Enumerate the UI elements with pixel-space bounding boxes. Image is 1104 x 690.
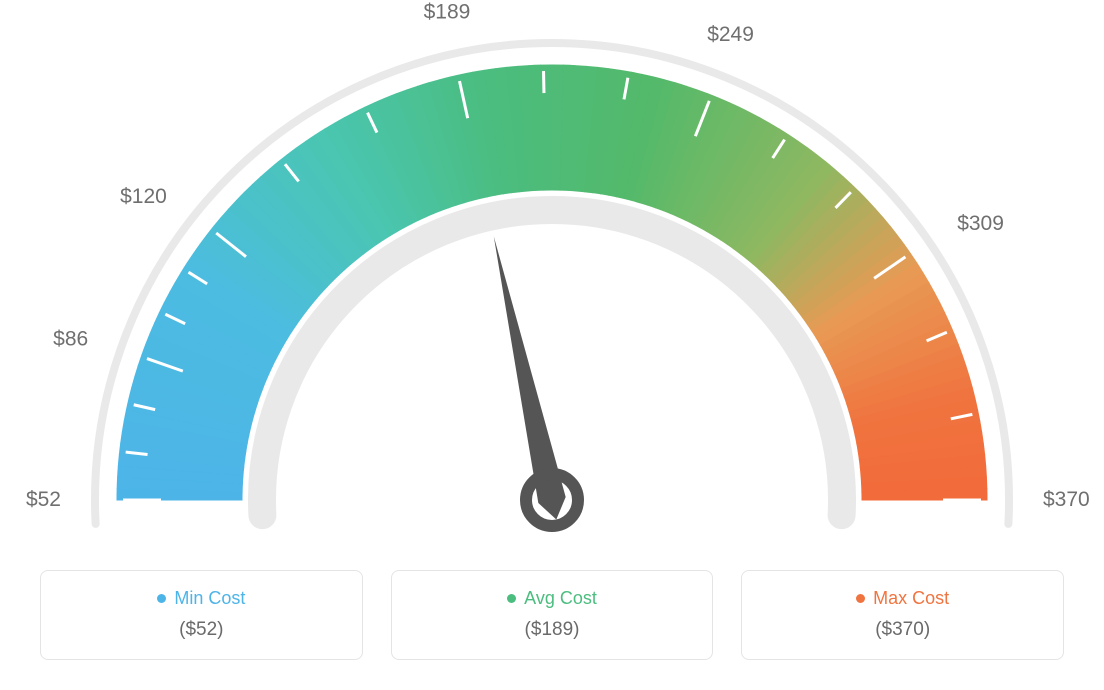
legend-card-max: Max Cost ($370)	[741, 570, 1064, 660]
legend-card-min: Min Cost ($52)	[40, 570, 363, 660]
legend-title-max: Max Cost	[856, 588, 949, 609]
legend-card-avg: Avg Cost ($189)	[391, 570, 714, 660]
dot-icon	[856, 594, 865, 603]
svg-text:$189: $189	[424, 0, 471, 23]
legend-title-avg: Avg Cost	[507, 588, 597, 609]
legend-value: ($189)	[525, 619, 580, 641]
legend-label: Avg Cost	[524, 588, 597, 609]
legend-label: Min Cost	[174, 588, 245, 609]
gauge-area: $52 $86 $120 $189 $249 $309 $370	[0, 0, 1104, 560]
svg-text:$86: $86	[53, 327, 88, 350]
dot-icon	[507, 594, 516, 603]
svg-text:$370: $370	[1043, 488, 1090, 511]
legend-title-min: Min Cost	[157, 588, 245, 609]
legend-row: Min Cost ($52) Avg Cost ($189) Max Cost …	[40, 570, 1064, 660]
legend-value: ($52)	[179, 619, 223, 641]
dot-icon	[157, 594, 166, 603]
svg-text:$249: $249	[707, 23, 754, 46]
svg-text:$309: $309	[957, 212, 1004, 235]
legend-label: Max Cost	[873, 588, 949, 609]
gauge-svg: $52 $86 $120 $189 $249 $309 $370	[0, 0, 1104, 560]
legend-value: ($370)	[875, 619, 930, 641]
svg-text:$52: $52	[26, 488, 61, 511]
cost-gauge-widget: $52 $86 $120 $189 $249 $309 $370 Min Cost ($52…	[0, 0, 1104, 690]
svg-text:$120: $120	[120, 185, 167, 208]
